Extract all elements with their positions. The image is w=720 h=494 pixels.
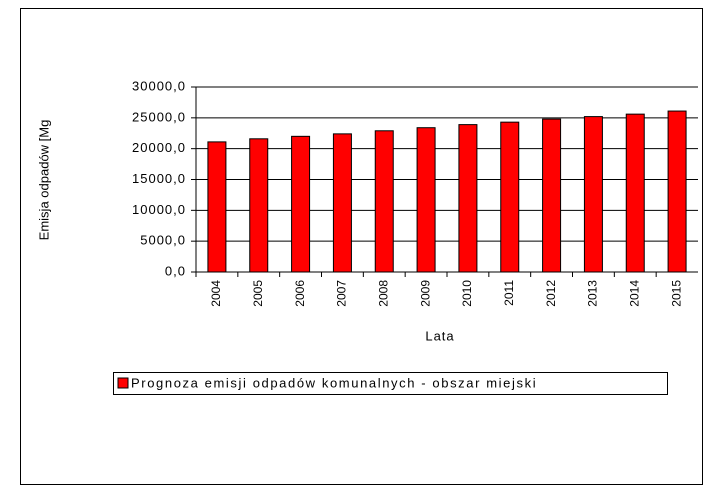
x-tick-label: 2004 [209,280,223,307]
legend-box [113,372,668,395]
bar [500,121,520,273]
x-tick-label: 2009 [418,280,432,307]
x-tick-label: 2012 [544,280,558,307]
x-tick-label: 2011 [502,280,516,306]
y-tick-label: 30000,0 [132,78,186,93]
y-tick-label: 5000,0 [140,233,186,248]
bar [207,141,227,273]
x-tick-label: 2006 [293,280,307,307]
legend-swatch [117,377,129,389]
x-tick-label: 2010 [460,280,474,307]
y-tick-label: 0,0 [165,263,186,278]
bar [542,118,562,273]
bar [458,124,478,273]
y-axis-title: Emisja odpadów [Mg [36,120,51,241]
bar [374,130,394,273]
bar [667,110,687,273]
x-tick-label: 2015 [669,280,683,307]
x-tick-label: 2007 [335,280,349,307]
bar [332,133,352,273]
y-tick-label: 10000,0 [132,202,186,217]
x-tick-label: 2014 [627,280,641,307]
bar [249,138,269,273]
x-tick-label: 2013 [586,280,600,307]
bar [291,135,311,273]
bar [416,127,436,273]
bar [625,113,645,273]
x-tick-label: 2008 [376,280,390,307]
y-tick-label: 20000,0 [132,140,186,155]
y-tick-label: 25000,0 [132,109,186,124]
bar [583,116,603,273]
x-axis-title: Lata [425,328,454,343]
x-tick-label: 2005 [251,280,265,307]
y-tick-label: 15000,0 [132,171,186,186]
legend-label: Prognoza emisji odpadów komunalnych - ob… [131,375,537,390]
